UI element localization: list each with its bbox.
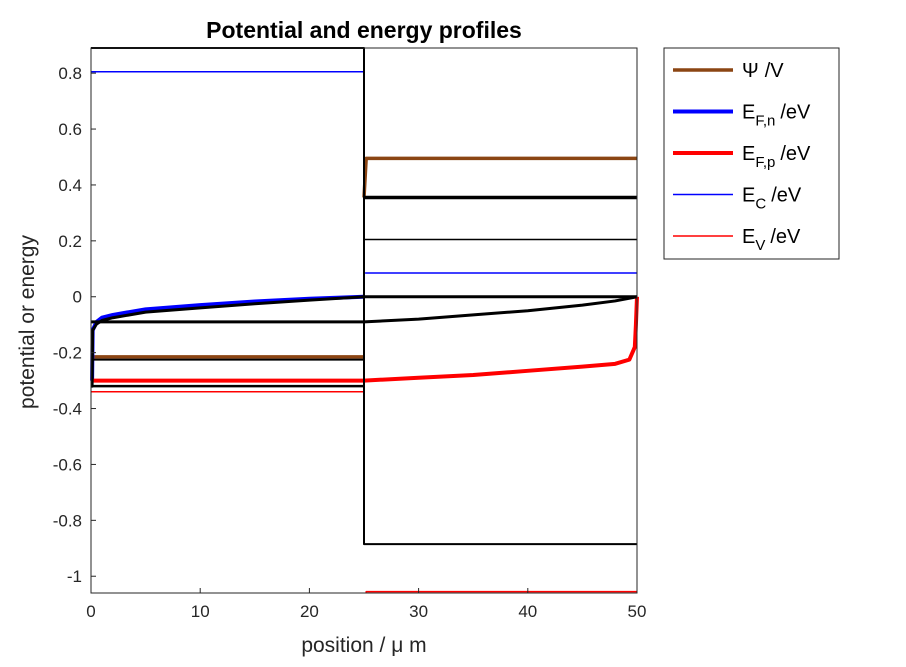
legend-entry-5: EV/eV (742, 226, 801, 254)
series-line-14 (90, 295, 365, 388)
x-axis: 0 10 20 30 40 50 (86, 588, 646, 621)
plot-area: 0 10 20 30 40 50 -1 -0.8 -0.6 -0.4 -0.2 0 0.2 0.4 0.6… (53, 47, 646, 621)
x-tick-label: 20 (300, 602, 319, 621)
legend-unit: /eV (780, 143, 811, 165)
series-line-8 (91, 296, 639, 383)
legend-entry-2: EF,n/eV (742, 102, 811, 130)
y-axis: -1 -0.8 -0.6 -0.4 -0.2 0 0.2 0.4 0.6 0.8 (53, 64, 96, 586)
y-tick-label: 0.8 (58, 64, 82, 83)
plot-frame (90, 47, 638, 594)
y-tick-label: 0 (73, 288, 82, 307)
legend-entry-4: EC/eV (742, 185, 802, 213)
y-tick-label: -0.4 (53, 400, 82, 419)
y-axis-label: potential or energy (16, 235, 39, 409)
y-tick-label: -0.2 (53, 344, 82, 363)
x-tick-label: 40 (518, 602, 537, 621)
chart-title: Potential and energy profiles (206, 17, 522, 43)
x-tick-label: 0 (86, 602, 95, 621)
y-tick-label: -0.6 (53, 455, 82, 474)
legend-subscript: F,p (755, 154, 775, 171)
x-tick-label: 30 (409, 602, 428, 621)
legend-symbol: E (742, 143, 755, 165)
y-tick-label: 0.6 (58, 120, 82, 139)
x-tick-label: 50 (628, 602, 647, 621)
legend-symbol: E (742, 102, 755, 124)
legend-symbol: Ψ (742, 60, 759, 82)
legend-unit: /eV (770, 226, 801, 248)
legend-symbol: E (742, 226, 755, 248)
x-axis-label: position / μ m (301, 634, 426, 657)
y-tick-label: 0.2 (58, 232, 82, 251)
y-tick-label: -1 (67, 567, 82, 586)
legend-subscript: V (755, 237, 765, 254)
legend-symbol: E (742, 185, 755, 207)
legend-unit: /eV (780, 102, 811, 124)
legend-unit: /eV (771, 185, 802, 207)
legend-unit: /V (765, 60, 785, 82)
legend-entry-1: Ψ/V (742, 60, 784, 82)
series-line-17 (363, 295, 638, 324)
legend-entry-3: EF,p/eV (742, 143, 811, 171)
y-tick-label: -0.8 (53, 511, 82, 530)
x-tick-label: 10 (191, 602, 210, 621)
legend-subscript: C (755, 196, 766, 213)
y-tick-label: 0.4 (58, 176, 82, 195)
legend-subscript: F,n (755, 113, 775, 130)
